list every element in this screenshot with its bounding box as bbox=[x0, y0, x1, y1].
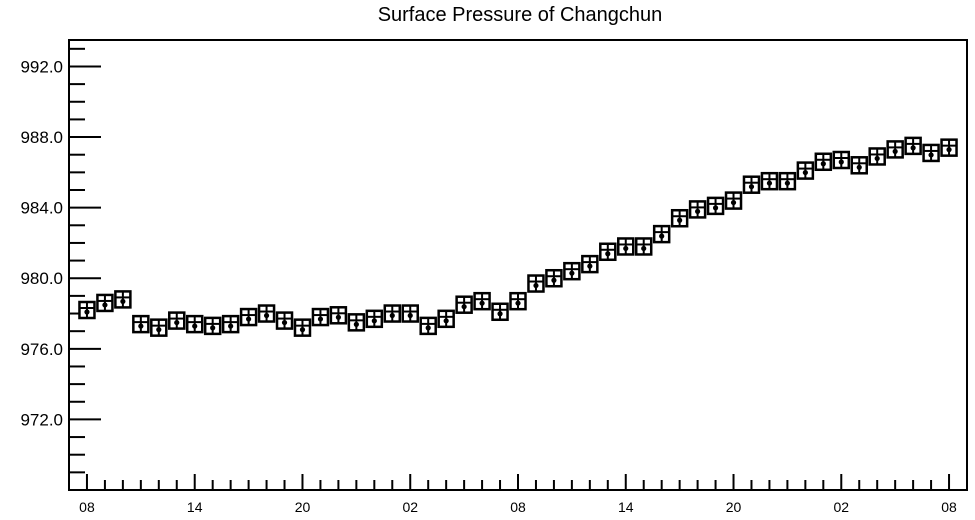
data-point bbox=[257, 304, 276, 323]
x-tick-label: 14 bbox=[618, 499, 634, 515]
x-tick-label: 14 bbox=[187, 499, 203, 515]
data-point bbox=[437, 309, 455, 329]
data-point bbox=[545, 268, 563, 288]
x-axis: 08 14 20 02 08 14 20 02 08 bbox=[79, 474, 957, 515]
data-markers bbox=[78, 136, 958, 337]
data-point bbox=[724, 191, 743, 210]
data-point bbox=[563, 261, 581, 281]
data-point bbox=[185, 314, 204, 334]
y-tick-label: 984.0 bbox=[20, 199, 63, 218]
data-point bbox=[832, 150, 851, 170]
x-tick-label: 02 bbox=[833, 499, 849, 515]
data-point bbox=[652, 224, 671, 244]
plot-frame bbox=[68, 39, 968, 491]
data-point bbox=[599, 242, 617, 262]
data-point bbox=[132, 314, 150, 334]
data-point bbox=[347, 313, 366, 332]
chart-title: Surface Pressure of Changchun bbox=[377, 4, 663, 26]
y-tick-label: 972.0 bbox=[20, 410, 63, 429]
data-point bbox=[114, 290, 132, 309]
data-point bbox=[868, 147, 886, 166]
data-point bbox=[275, 311, 294, 330]
x-tick-label: 08 bbox=[941, 499, 957, 515]
data-point bbox=[742, 175, 761, 194]
data-point bbox=[419, 316, 437, 336]
data-point bbox=[78, 300, 96, 320]
data-point bbox=[509, 291, 527, 311]
data-point bbox=[527, 274, 545, 293]
data-point bbox=[688, 200, 707, 219]
y-tick-label: 980.0 bbox=[20, 269, 63, 288]
y-tick-label: 992.0 bbox=[20, 57, 63, 76]
data-point bbox=[850, 156, 868, 175]
data-point bbox=[814, 152, 833, 172]
data-point bbox=[168, 311, 186, 330]
data-point bbox=[365, 309, 384, 329]
data-point bbox=[886, 140, 904, 159]
data-point bbox=[670, 208, 689, 228]
y-tick-label: 976.0 bbox=[20, 340, 63, 359]
data-point bbox=[940, 138, 958, 157]
data-point bbox=[904, 136, 922, 156]
data-point bbox=[455, 295, 473, 314]
data-point bbox=[473, 291, 491, 311]
y-tick-label: 988.0 bbox=[20, 128, 63, 147]
data-point bbox=[239, 307, 258, 327]
data-point bbox=[778, 171, 797, 191]
data-point bbox=[203, 316, 222, 336]
x-tick-label: 08 bbox=[79, 499, 95, 515]
data-point bbox=[311, 307, 330, 327]
data-point bbox=[150, 318, 168, 337]
data-point bbox=[96, 293, 114, 313]
data-point bbox=[617, 237, 635, 256]
data-point bbox=[329, 306, 348, 325]
data-point bbox=[922, 143, 940, 163]
data-point bbox=[634, 237, 653, 256]
y-axis: 992.0 988.0 984.0 980.0 976.0 972.0 bbox=[20, 47, 101, 491]
x-tick-label: 20 bbox=[295, 499, 311, 515]
data-point bbox=[760, 171, 779, 191]
data-point bbox=[221, 314, 240, 334]
data-point bbox=[796, 161, 815, 180]
data-point bbox=[706, 196, 725, 216]
data-point bbox=[581, 254, 599, 274]
data-point bbox=[401, 304, 419, 323]
data-point bbox=[383, 304, 402, 323]
data-point bbox=[491, 302, 509, 322]
data-point bbox=[293, 318, 312, 337]
x-tick-label: 02 bbox=[402, 499, 418, 515]
x-tick-label: 20 bbox=[726, 499, 742, 515]
x-tick-label: 08 bbox=[510, 499, 526, 515]
